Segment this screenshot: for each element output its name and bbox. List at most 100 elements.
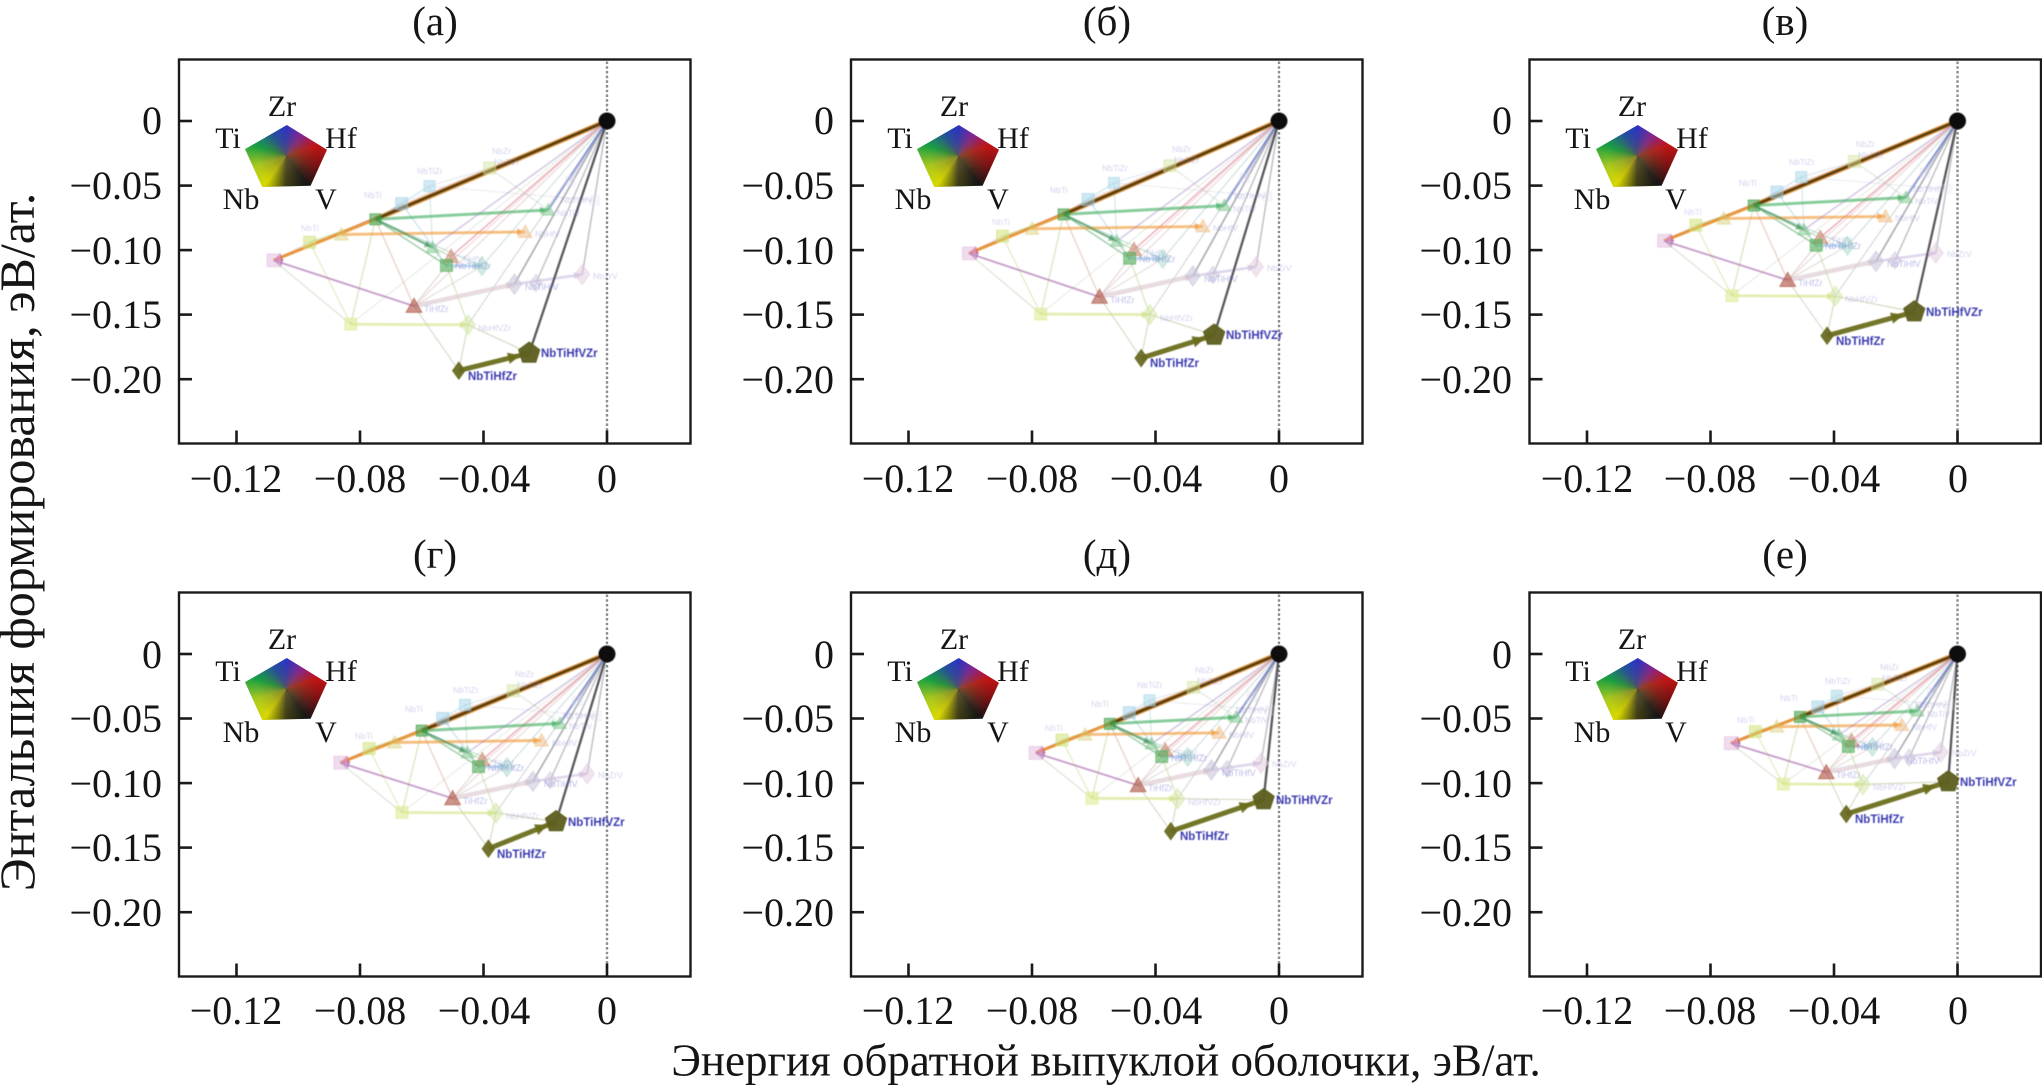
- svg-text:NbZr: NbZr: [492, 146, 511, 156]
- svg-text:−0.10: −0.10: [741, 761, 834, 806]
- svg-text:NbTiHfVZr: NbTiHfVZr: [568, 817, 625, 829]
- svg-text:0: 0: [814, 98, 834, 143]
- svg-text:NbTi: NbTi: [364, 190, 382, 200]
- svg-text:NbTiHfZr: NbTiHfZr: [1180, 831, 1230, 843]
- svg-text:NbTiHfV: NbTiHfV: [525, 282, 559, 292]
- svg-text:−0.10: −0.10: [69, 761, 162, 806]
- svg-text:−0.15: −0.15: [741, 825, 834, 870]
- svg-text:−0.12: −0.12: [190, 988, 283, 1033]
- svg-text:V: V: [987, 716, 1009, 749]
- svg-text:NbTi: NbTi: [1739, 178, 1757, 188]
- svg-text:−0.12: −0.12: [190, 456, 283, 501]
- svg-text:NbTiHfV: NbTiHfV: [563, 711, 595, 721]
- svg-text:NbHfVZr: NbHfVZr: [1873, 782, 1906, 792]
- svg-text:0: 0: [1948, 988, 1968, 1033]
- svg-text:NbZr: NbZr: [515, 669, 534, 679]
- svg-text:NbTiHfZr: NbTiHfZr: [468, 371, 518, 383]
- svg-text:V: V: [315, 716, 337, 749]
- svg-text:TiHfV: TiHfV: [462, 254, 483, 264]
- svg-text:TiHfV: TiHfV: [1176, 748, 1197, 758]
- svg-text:−0.04: −0.04: [438, 456, 531, 501]
- svg-text:NbTiV: NbTiV: [569, 721, 593, 731]
- svg-text:−0.20: −0.20: [1419, 357, 1512, 402]
- svg-text:NbTiHfZr: NbTiHfZr: [1150, 358, 1200, 370]
- svg-text:Энергия обратной выпуклой обол: Энергия обратной выпуклой оболочки, эВ/а…: [671, 1036, 1541, 1086]
- svg-text:−0.04: −0.04: [1788, 456, 1881, 501]
- svg-text:Hf: Hf: [997, 655, 1029, 688]
- svg-text:−0.15: −0.15: [1419, 825, 1512, 870]
- svg-text:NbTi: NbTi: [1737, 715, 1755, 725]
- svg-text:NbHfV: NbHfV: [1895, 213, 1920, 223]
- svg-text:NbTiHfV: NbTiHfV: [1906, 756, 1940, 766]
- svg-text:0: 0: [1492, 98, 1512, 143]
- svg-text:V: V: [1665, 183, 1687, 216]
- svg-text:NbTiHfVZr: NbTiHfVZr: [1926, 307, 1983, 319]
- svg-text:Ti: Ti: [887, 655, 913, 688]
- svg-text:NbTiZr: NbTiZr: [1137, 680, 1163, 690]
- svg-text:NbTiHfZr: NbTiHfZr: [1825, 241, 1861, 251]
- svg-text:NbTiZr: NbTiZr: [517, 680, 543, 690]
- svg-text:NbTi: NbTi: [992, 217, 1010, 227]
- svg-text:NbTi: NbTi: [405, 704, 423, 714]
- svg-text:TiHfV: TiHfV: [493, 758, 514, 768]
- svg-text:NbTiHfZr: NbTiHfZr: [455, 261, 491, 271]
- svg-text:NbTiV: NbTiV: [1233, 204, 1257, 214]
- svg-text:Zr: Zr: [940, 90, 968, 123]
- svg-text:NbHfVZr: NbHfVZr: [1188, 797, 1221, 807]
- svg-text:−0.15: −0.15: [741, 292, 834, 337]
- svg-text:Nb: Nb: [223, 183, 260, 216]
- svg-text:−0.05: −0.05: [1419, 163, 1512, 208]
- svg-text:NbTi: NbTi: [1684, 207, 1702, 217]
- svg-text:(в): (в): [1762, 0, 1809, 44]
- svg-text:0: 0: [1269, 456, 1289, 501]
- svg-text:TiHfZr: TiHfZr: [1110, 295, 1135, 305]
- svg-text:−0.10: −0.10: [1419, 228, 1512, 273]
- svg-text:Hf: Hf: [325, 122, 357, 155]
- svg-text:NbTiHfV: NbTiHfV: [1915, 700, 1947, 710]
- svg-text:Zr: Zr: [1618, 623, 1646, 656]
- svg-text:(г): (г): [413, 531, 457, 577]
- svg-text:NbHfV: NbHfV: [1229, 730, 1254, 740]
- svg-text:Nb: Nb: [895, 716, 932, 749]
- svg-text:(е): (е): [1762, 531, 1808, 577]
- svg-text:−0.08: −0.08: [314, 988, 407, 1033]
- svg-text:0: 0: [597, 456, 617, 501]
- svg-text:−0.12: −0.12: [862, 988, 955, 1033]
- svg-text:0: 0: [1492, 632, 1512, 677]
- svg-text:TiHfZr: TiHfZr: [1798, 278, 1823, 288]
- svg-text:NbTiZr: NbTiZr: [453, 685, 479, 695]
- svg-text:NbTiHfVZr: NbTiHfVZr: [1960, 777, 2017, 789]
- svg-text:0: 0: [1948, 456, 1968, 501]
- svg-text:NbZrV: NbZrV: [1947, 249, 1972, 259]
- svg-text:NbTiHfZr: NbTiHfZr: [1836, 336, 1886, 348]
- svg-text:NbTiZr: NbTiZr: [1789, 157, 1815, 167]
- svg-text:NbTi: NbTi: [1780, 693, 1798, 703]
- svg-text:NbTiV: NbTiV: [557, 208, 581, 218]
- svg-text:Zr: Zr: [1618, 90, 1646, 123]
- svg-text:0: 0: [142, 632, 162, 677]
- svg-text:−0.10: −0.10: [1419, 761, 1512, 806]
- svg-text:NbTiHfVZr: NbTiHfVZr: [541, 348, 598, 360]
- svg-text:−0.20: −0.20: [69, 890, 162, 935]
- svg-text:NbTiHfZr: NbTiHfZr: [497, 849, 547, 861]
- svg-text:−0.08: −0.08: [1664, 988, 1757, 1033]
- svg-text:Энтальпия формирования, эВ/ат.: Энтальпия формирования, эВ/ат.: [0, 193, 45, 892]
- svg-text:Hf: Hf: [1676, 122, 1708, 155]
- svg-text:TiHfV: TiHfV: [1862, 739, 1883, 749]
- svg-text:NbTiZr: NbTiZr: [1197, 676, 1223, 686]
- svg-text:Ti: Ti: [215, 655, 241, 688]
- svg-text:−0.12: −0.12: [862, 456, 955, 501]
- svg-text:−0.10: −0.10: [741, 228, 834, 273]
- svg-text:NbTi: NbTi: [355, 731, 373, 741]
- svg-text:NbTiHfZr: NbTiHfZr: [1857, 742, 1893, 752]
- svg-text:NbTiHfV: NbTiHfV: [1234, 191, 1266, 201]
- svg-text:NbTiHfV: NbTiHfV: [1887, 259, 1921, 269]
- svg-text:NbHfV: NbHfV: [1912, 722, 1937, 732]
- svg-text:NbTiHfV: NbTiHfV: [1236, 705, 1268, 715]
- svg-text:NbTiHfZr: NbTiHfZr: [488, 763, 524, 773]
- svg-text:(a): (a): [412, 0, 458, 44]
- svg-text:Nb: Nb: [1574, 183, 1611, 216]
- svg-text:NbTiZr: NbTiZr: [494, 157, 520, 167]
- svg-text:TiHfZr: TiHfZr: [424, 304, 449, 314]
- svg-text:NbTiZr: NbTiZr: [1882, 673, 1908, 683]
